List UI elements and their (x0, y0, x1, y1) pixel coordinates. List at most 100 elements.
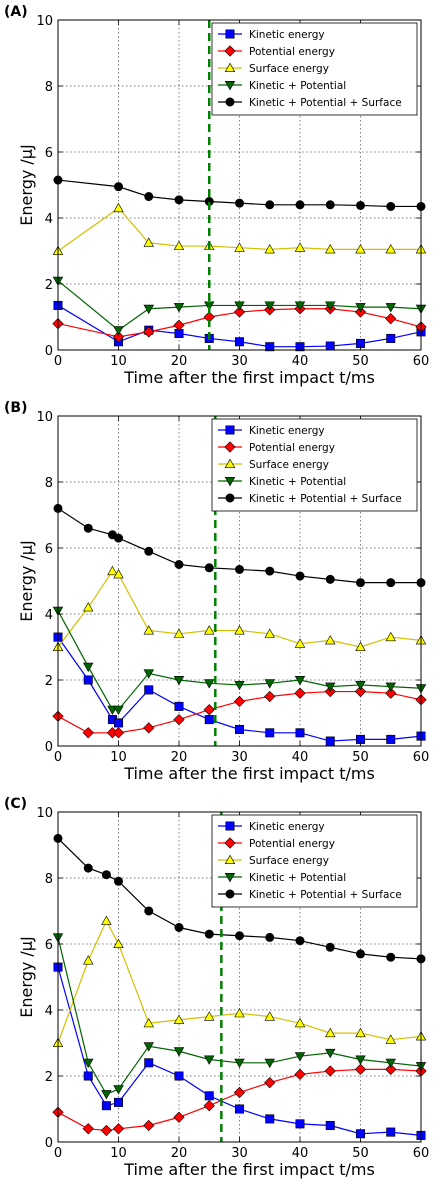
data-point-5 (144, 906, 154, 916)
data-point-4 (385, 1058, 396, 1069)
legend-marker (224, 45, 236, 57)
data-point-2 (324, 1065, 336, 1077)
data-point-3 (113, 569, 124, 579)
data-point-5 (144, 546, 154, 556)
data-point-5 (235, 564, 245, 574)
x-tick-label: 50 (352, 354, 369, 369)
legend-marker (224, 81, 236, 91)
data-point-4 (234, 301, 245, 311)
x-tick-label: 60 (413, 354, 430, 369)
data-point-3 (204, 625, 215, 635)
legend-marker (225, 493, 235, 503)
data-point-5 (114, 533, 124, 543)
data-point-5 (295, 936, 305, 946)
legend-label: Kinetic energy (249, 821, 325, 833)
data-point-4 (113, 1085, 124, 1095)
data-point-5 (144, 192, 154, 202)
legend-marker (225, 889, 235, 899)
data-point-2 (354, 685, 367, 698)
data-point-3 (173, 240, 185, 251)
data-point-3 (143, 1017, 154, 1028)
y-tick-label: 0 (45, 344, 53, 359)
data-point-5 (386, 578, 396, 588)
data-point-5 (174, 922, 184, 932)
x-tick-label: 0 (54, 750, 62, 765)
data-point-4 (264, 1058, 275, 1069)
data-point-5 (325, 942, 335, 952)
data-point-1 (144, 1058, 154, 1068)
y-tick-label: 6 (45, 938, 53, 953)
x-tick-label: 10 (110, 750, 127, 765)
panel-label: (C) (4, 796, 27, 812)
legend-marker (224, 837, 236, 849)
y-tick-label: 0 (45, 1136, 53, 1151)
data-point-1 (265, 728, 275, 738)
x-tick-label: 10 (110, 354, 127, 369)
y-tick-label: 4 (45, 212, 53, 227)
y-axis-label: Energy /μJ (17, 540, 36, 621)
legend: Kinetic energy Potential energy Surface en… (211, 418, 418, 512)
data-point-4 (294, 1052, 306, 1062)
data-point-1 (235, 724, 245, 734)
legend-label: Potential energy (249, 838, 335, 850)
data-point-3 (325, 244, 336, 254)
data-point-4 (264, 679, 275, 689)
y-tick-label: 2 (45, 674, 53, 689)
legend-box (211, 814, 418, 908)
legend-box (211, 22, 418, 116)
data-point-3 (107, 565, 118, 576)
data-point-5 (204, 929, 214, 939)
data-point-4 (83, 662, 94, 673)
data-point-4 (143, 304, 154, 315)
data-point-5 (295, 200, 305, 210)
legend-label: Potential energy (249, 46, 335, 58)
data-point-1 (83, 1071, 93, 1081)
legend-marker (224, 872, 236, 883)
data-point-1 (204, 715, 214, 725)
data-point-2 (385, 687, 397, 699)
data-point-5 (174, 195, 184, 205)
data-point-4 (204, 1055, 215, 1065)
x-tick-label: 40 (292, 750, 309, 765)
data-point-2 (173, 713, 185, 726)
data-point-4 (234, 1058, 245, 1069)
data-point-3 (325, 635, 336, 645)
legend-label: Kinetic + Potential (249, 80, 346, 92)
y-tick-label: 6 (45, 146, 53, 161)
data-point-5 (386, 201, 396, 211)
data-point-3 (355, 244, 366, 254)
y-tick-label: 2 (45, 1070, 53, 1085)
data-point-1 (114, 718, 124, 728)
series-line-3 (57, 207, 421, 252)
data-point-5 (174, 559, 184, 569)
x-tick-label: 20 (171, 750, 188, 765)
data-point-5 (355, 200, 365, 210)
y-tick-label: 10 (36, 806, 53, 821)
data-point-3 (101, 915, 112, 925)
data-point-3 (385, 1034, 396, 1044)
legend-label: Potential energy (249, 442, 335, 454)
data-point-3 (173, 628, 185, 638)
data-point-2 (143, 326, 155, 338)
legend-label: Kinetic + Potential (249, 872, 346, 884)
legend-label: Kinetic + Potential + Surface (249, 493, 402, 505)
data-point-3 (264, 628, 275, 638)
data-point-5 (114, 182, 124, 192)
data-point-1 (265, 342, 275, 352)
legend-marker (225, 821, 235, 831)
data-point-2 (143, 722, 155, 734)
data-point-1 (295, 728, 305, 738)
data-point-5 (101, 870, 111, 880)
data-point-1 (325, 736, 335, 746)
data-point-2 (173, 1111, 185, 1123)
x-tick-label: 0 (54, 354, 62, 369)
y-tick-label: 8 (45, 872, 53, 887)
data-point-3 (83, 955, 94, 965)
data-point-1 (386, 1127, 396, 1137)
legend-marker (224, 476, 236, 487)
y-tick-label: 8 (45, 80, 53, 95)
data-point-3 (385, 631, 396, 642)
data-point-1 (204, 1091, 214, 1101)
data-point-2 (264, 690, 276, 703)
